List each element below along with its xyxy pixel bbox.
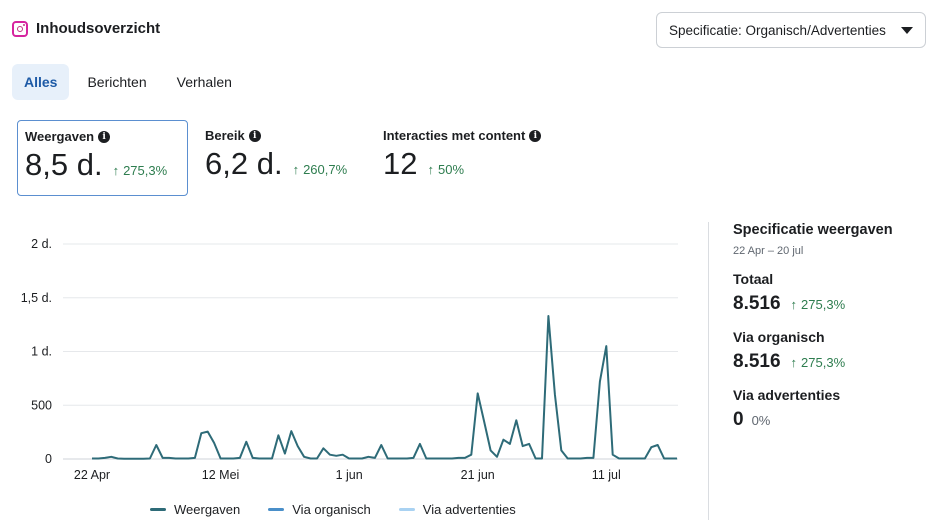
divider [708, 222, 709, 520]
y-tick-label: 0 [45, 452, 52, 466]
chart-legend: Weergaven Via organisch Via advertenties [150, 502, 516, 517]
x-tick-label: 11 jul [592, 468, 621, 482]
breakdown-panel: Specificatie weergaven 22 Apr – 20 jul T… [733, 222, 933, 431]
content-tabs: Alles Berichten Verhalen [12, 64, 244, 100]
header: Inhoudsoverzicht [12, 20, 160, 37]
breakdown-change: 0% [751, 413, 771, 428]
x-tick-label: 22 Apr [74, 468, 110, 482]
tab-alles[interactable]: Alles [12, 64, 70, 100]
arrow-up-icon: ↑ [427, 162, 434, 177]
x-tick-label: 21 jun [461, 468, 495, 482]
legend-swatch [398, 508, 415, 511]
metric-change: ↑ 275,3% [112, 163, 168, 178]
arrow-up-icon: ↑ [112, 163, 120, 178]
metric-change: ↑ 50% [427, 162, 465, 177]
x-tick-label: 1 jun [336, 468, 363, 482]
instagram-icon [12, 20, 28, 37]
breakdown-title: Specificatie weergaven [733, 222, 893, 238]
y-tick-label: 500 [31, 398, 52, 412]
breakdown-value: 0 [733, 409, 744, 430]
breakdown-date-range: 22 Apr – 20 jul [733, 245, 804, 257]
legend-swatch [268, 508, 285, 511]
page-title: Inhoudsoverzicht [36, 20, 161, 37]
breakdown-change: ↑ 275,3% [790, 297, 846, 312]
metric-card-interacties[interactable]: Interacties met content i 12 ↑ 50% [376, 120, 576, 196]
metrics-row: Weergaven i 8,5 d. ↑ 275,3% Bereik i 6,2 … [17, 120, 586, 196]
metric-label: Interacties met content [383, 128, 526, 143]
y-tick-label: 1,5 d. [21, 291, 52, 305]
breakdown-item-advertenties: Via advertenties 0 0% [733, 387, 841, 430]
metric-change: ↑ 260,7% [292, 162, 348, 177]
y-tick-label: 2 d. [31, 237, 52, 251]
metric-value: 8,5 d. [25, 147, 103, 182]
tab-berichten[interactable]: Berichten [87, 74, 147, 90]
legend-swatch [150, 508, 166, 511]
breakdown-change: ↑ 275,3% [790, 355, 846, 370]
metric-card-weergaven[interactable]: Weergaven i 8,5 d. ↑ 275,3% [17, 120, 188, 196]
metric-value: 6,2 d. [205, 146, 283, 181]
breakdown-dropdown[interactable]: Specificatie: Organisch/Advertenties [656, 12, 926, 48]
y-tick-label: 1 d. [31, 345, 52, 359]
chevron-down-icon [901, 26, 913, 34]
info-icon[interactable]: i [248, 129, 261, 142]
info-icon[interactable]: i [98, 130, 111, 143]
breakdown-item-totaal: Totaal 8.516 ↑ 275,3% [733, 271, 846, 314]
metric-label: Weergaven [25, 129, 95, 144]
metric-card-bereik[interactable]: Bereik i 6,2 d. ↑ 260,7% [198, 120, 366, 196]
breakdown-value: 8.516 [733, 293, 781, 314]
breakdown-item-organisch: Via organisch 8.516 ↑ 275,3% [733, 329, 846, 372]
arrow-up-icon: ↑ [790, 355, 798, 370]
arrow-up-icon: ↑ [790, 297, 798, 312]
metric-value: 12 [383, 146, 418, 181]
x-tick-label: 12 Mei [202, 468, 240, 482]
info-icon[interactable]: i [529, 129, 542, 142]
arrow-up-icon: ↑ [292, 162, 300, 177]
legend-item-organisch[interactable]: Via organisch [268, 502, 371, 517]
legend-item-weergaven[interactable]: Weergaven [150, 502, 240, 517]
tab-verhalen[interactable]: Verhalen [176, 74, 232, 90]
legend-item-advertenties[interactable]: Via advertenties [398, 502, 516, 517]
breakdown-value: 8.516 [733, 351, 781, 372]
weergaven-line-chart: 0 500 1 d. 1,5 d. 2 d. 22 Apr 12 Mei 1 jun 21 ju… [21, 237, 678, 482]
series-line-weergaven [92, 315, 677, 460]
dropdown-label: Specificatie: Organisch/Advertenties [669, 22, 886, 38]
metric-label: Bereik [205, 128, 245, 143]
